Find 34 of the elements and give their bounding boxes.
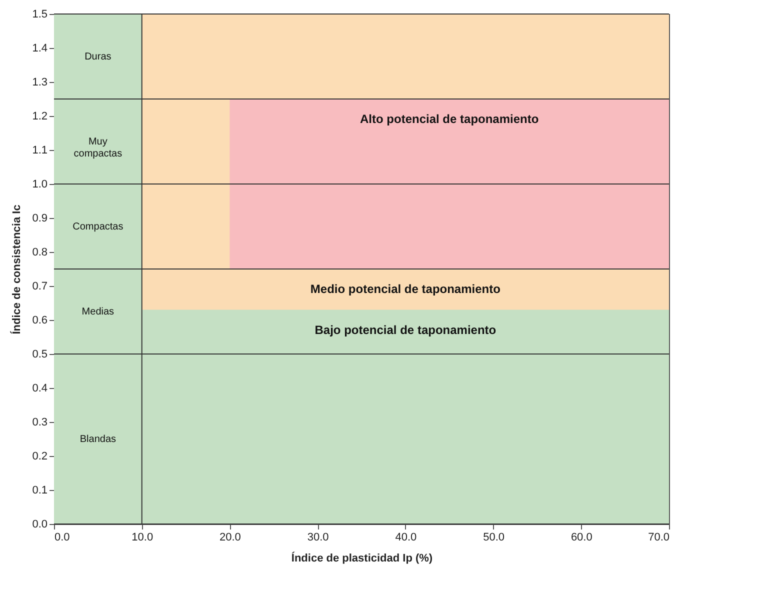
series-label: Medio potencial de taponamiento [310, 282, 500, 296]
y-tick-label: 0.9 [32, 212, 48, 224]
y-tick-label: 0.1 [32, 484, 48, 496]
x-tick-label: 0.0 [54, 532, 70, 544]
y-tick-label: 0.7 [32, 280, 48, 292]
y-tick-label: 0.5 [32, 348, 48, 360]
x-tick-label: 20.0 [220, 532, 241, 544]
y-tick-label: 1.0 [32, 178, 48, 190]
band-label: Compactas [72, 222, 124, 232]
band-label: Duras [84, 52, 112, 62]
y-tick-label: 0.0 [32, 518, 48, 530]
y-tick-label: 1.4 [32, 42, 48, 54]
x-axis-title: Índice de plasticidad Ip (%) [291, 552, 433, 564]
y-tick-label: 0.8 [32, 246, 48, 258]
x-tick-label: 10.0 [132, 532, 154, 544]
y-tick-label: 0.2 [32, 450, 48, 462]
band-label: Blandas [80, 434, 116, 445]
band-label: Muy compactas [74, 136, 122, 160]
x-tick-label: 50.0 [483, 532, 504, 544]
y-tick-label: 0.3 [32, 416, 48, 428]
y-tick-label: 0.6 [32, 314, 48, 326]
series-label: Alto potencial de taponamiento [360, 112, 539, 126]
series-label: Bajo potencial de taponamiento [314, 322, 496, 337]
y-tick-label: 1.3 [32, 76, 48, 88]
y-tick-label: 0.4 [32, 382, 48, 394]
x-tick-label: 60.0 [570, 532, 592, 544]
x-tick-label: 70.0 [648, 532, 670, 544]
x-tick-label: 30.0 [307, 532, 329, 544]
y-tick-label: 1.1 [32, 144, 48, 156]
y-axis-title: Índice de consistencia Ic [10, 204, 24, 334]
x-tick-label: 40.0 [395, 532, 417, 544]
y-tick-label: 1.2 [32, 110, 48, 122]
y-tick-label: 1.5 [32, 8, 48, 20]
band-label: Medias [82, 306, 114, 318]
